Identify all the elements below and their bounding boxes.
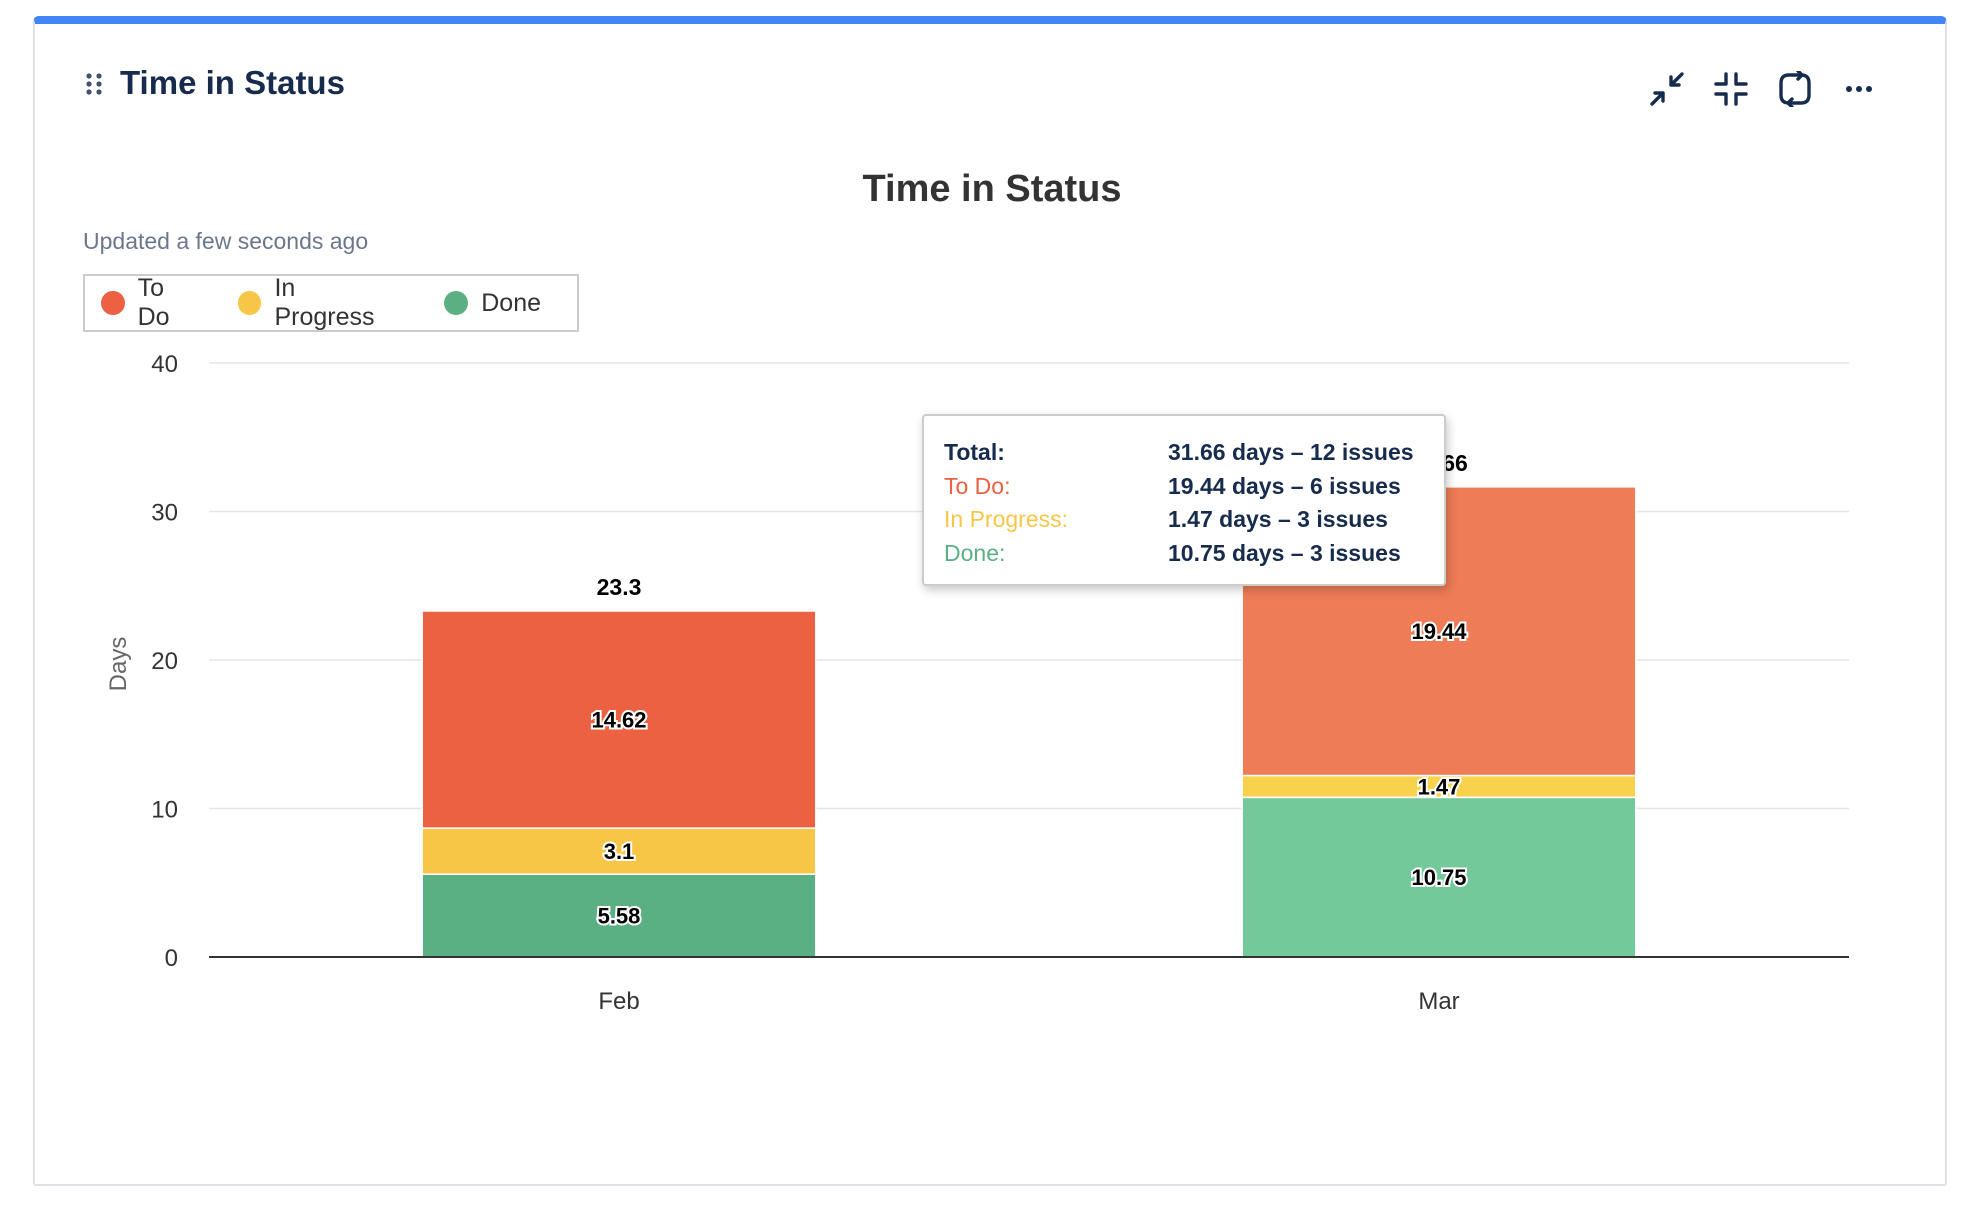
tooltip-value: 10.75 days – 3 issues xyxy=(1168,539,1401,566)
legend-item-in-progress[interactable]: In Progress xyxy=(237,274,400,332)
tooltip-label: Done: xyxy=(944,539,1006,566)
tooltip-label: In Progress: xyxy=(944,506,1068,533)
refresh-icon[interactable] xyxy=(1770,64,1820,114)
y-tick-label: 0 xyxy=(165,945,178,972)
bar-segment xyxy=(1241,796,1637,958)
legend-label: Done xyxy=(481,288,541,317)
data-label: 1.47 xyxy=(1418,774,1461,799)
stacked-bar-chart: 0 10 20 30 40 Days 5.58 3.1 14.62 23.3 Feb 10.75 1.4… xyxy=(105,351,1849,1015)
tooltip-label: Total: xyxy=(944,439,1005,466)
data-label: 19.44 xyxy=(1411,619,1467,644)
minimize-icon[interactable] xyxy=(1642,64,1692,114)
updated-timestamp: Updated a few seconds ago xyxy=(83,228,369,254)
x-tick-label: Feb xyxy=(598,988,639,1015)
data-label: 10.75 xyxy=(1411,865,1466,890)
chart-legend: To Do In Progress Done xyxy=(83,274,579,332)
chart-tooltip: Total: 31.66 days – 12 issues To Do: 19.44 … xyxy=(922,414,1446,586)
tooltip-label: To Do: xyxy=(944,472,1011,499)
gadget-title: Time in Status xyxy=(120,64,345,101)
bar-segment xyxy=(421,610,817,829)
more-icon[interactable] xyxy=(1834,64,1884,114)
y-axis-label: Days xyxy=(105,637,132,692)
collapse-icon[interactable] xyxy=(1706,64,1756,114)
legend-label: To Do xyxy=(137,274,170,331)
data-label: 3.1 xyxy=(604,839,635,864)
tooltip-value: 19.44 days – 6 issues xyxy=(1168,472,1401,499)
legend-label: In Progress xyxy=(274,274,375,331)
legend-dot-done xyxy=(444,291,469,315)
legend-item-todo[interactable]: To Do xyxy=(101,274,202,332)
tooltip-row: Total: 31.66 days – 12 issues xyxy=(944,436,1444,470)
tooltip-row: Done: 10.75 days – 3 issues xyxy=(944,537,1444,571)
x-tick-label: Mar xyxy=(1418,988,1459,1015)
y-tick-label: 40 xyxy=(151,351,178,378)
y-tick-label: 20 xyxy=(151,648,178,675)
total-label: 23.3 xyxy=(597,574,642,600)
tooltip-row: In Progress: 1.47 days – 3 issues xyxy=(944,503,1444,537)
legend-dot-in-progress xyxy=(237,291,262,315)
tooltip-row: To Do: 19.44 days – 6 issues xyxy=(944,470,1444,504)
tooltip-value: 1.47 days – 3 issues xyxy=(1168,506,1388,533)
time-in-status-gadget: Time in Status Time in Status Updated a … xyxy=(33,16,1947,1186)
data-label: 5.58 xyxy=(598,904,641,929)
chart-title: Time in Status xyxy=(862,168,1122,210)
y-tick-label: 10 xyxy=(151,797,178,824)
data-label: 14.62 xyxy=(591,708,646,733)
legend-item-done[interactable]: Done xyxy=(444,289,541,318)
legend-dot-todo xyxy=(101,291,125,315)
drag-handle-icon[interactable] xyxy=(85,72,105,100)
y-tick-label: 30 xyxy=(151,500,178,527)
tooltip-value: 31.66 days – 12 issues xyxy=(1168,439,1414,466)
